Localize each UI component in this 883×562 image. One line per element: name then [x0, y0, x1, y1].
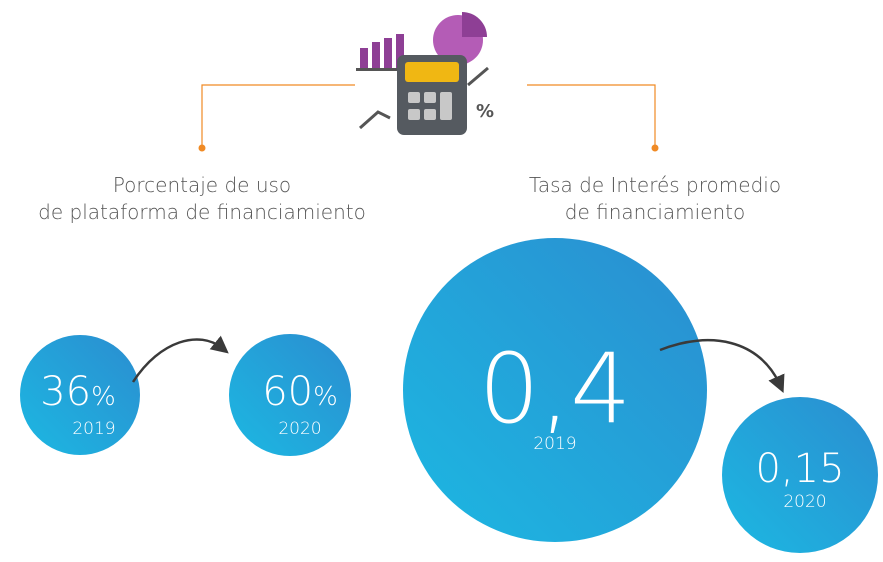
value: 0,15: [755, 446, 844, 492]
caption: Porcentaje de uso: [113, 173, 291, 197]
dot: [651, 144, 659, 152]
value-label: 36%: [40, 369, 116, 415]
unit: %: [91, 382, 116, 412]
value-label: 60%: [262, 369, 338, 415]
value: 60: [262, 369, 313, 415]
caption: de financiamiento: [565, 200, 745, 224]
caption: de plataforma de financiamiento: [38, 200, 366, 224]
year: 2020: [278, 419, 321, 439]
year: 2019: [72, 419, 115, 439]
dot: [198, 144, 206, 152]
year: 2020: [783, 492, 826, 512]
calculator-icon: %: [356, 12, 494, 135]
caption: Tasa de Interés promedio: [529, 173, 781, 197]
connectors: [201, 84, 656, 146]
circle: [722, 397, 878, 553]
circle: [403, 238, 707, 542]
arrow: [659, 338, 785, 393]
circle: [229, 334, 351, 456]
svg-text:%: %: [476, 101, 494, 122]
circle: [20, 335, 140, 455]
unit: %: [313, 382, 338, 412]
value: 36: [40, 369, 91, 415]
year: 2019: [533, 434, 576, 454]
value: 0,4: [479, 333, 632, 445]
arrow: [131, 335, 229, 383]
